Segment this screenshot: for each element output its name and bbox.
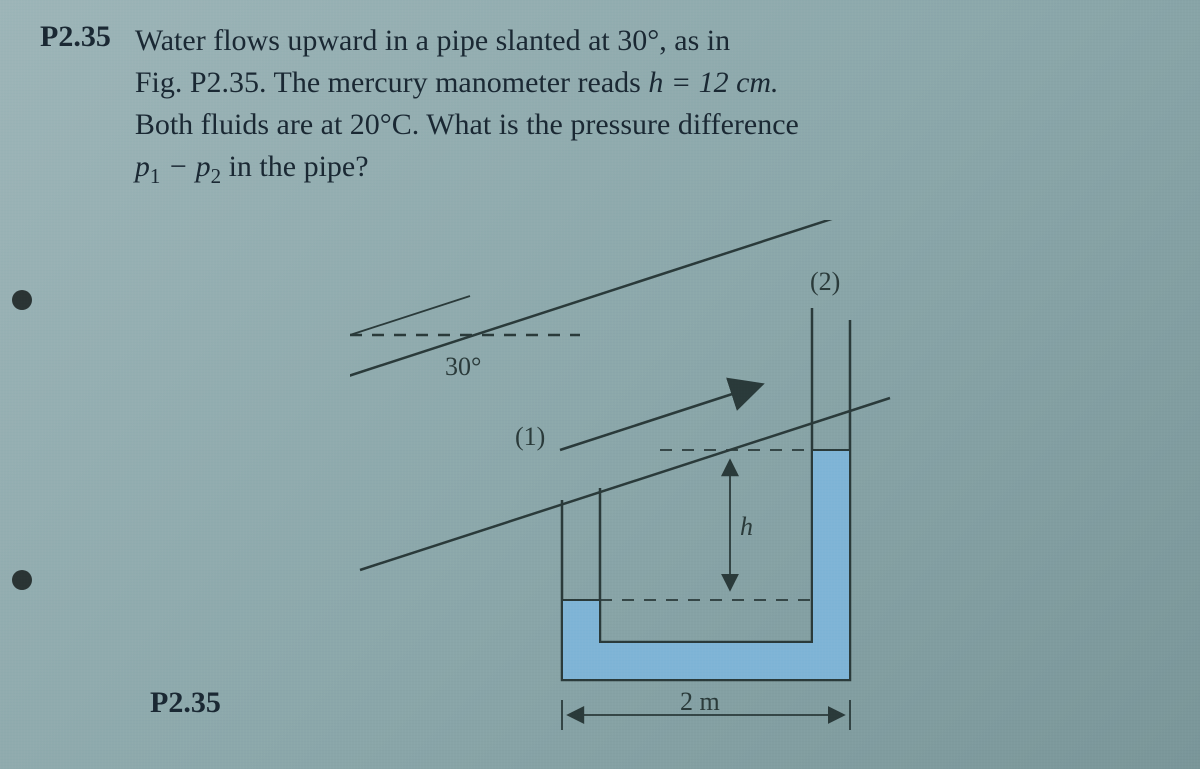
figure-caption: P2.35 <box>150 686 221 720</box>
page-container: P2.35 Water flows upward in a pipe slant… <box>0 0 1200 769</box>
point-1-label: (1) <box>515 422 545 451</box>
figure-p2-35: 30° (1) (2) h 2 m P2.35 <box>350 220 910 740</box>
figure-svg: 30° (1) (2) h 2 m <box>350 220 910 740</box>
problem-statement: P2.35 Water flows upward in a pipe slant… <box>40 20 1160 191</box>
h-label: h <box>740 512 753 541</box>
problem-h-eq: h = 12 cm. <box>648 66 778 99</box>
problem-body: Water flows upward in a pipe slanted at … <box>135 20 799 191</box>
point-2-label: (2) <box>810 267 840 296</box>
p2-sub: 2 <box>211 164 222 188</box>
margin-bullet-upper <box>12 290 32 310</box>
p-suffix: in the pipe? <box>221 150 368 183</box>
problem-line-3: Both fluids are at 20°C. What is the pre… <box>135 108 799 141</box>
p1-sub: 1 <box>150 164 161 188</box>
margin-bullet-lower <box>12 570 32 590</box>
manometer-fluid <box>562 450 850 680</box>
problem-line-1: Water flows upward in a pipe slanted at … <box>135 24 730 57</box>
width-label: 2 m <box>680 687 720 716</box>
angle-label: 30° <box>445 352 481 381</box>
p1-var: p <box>135 150 150 183</box>
pipe-angle-ray <box>350 296 470 335</box>
p-minus-p: − p <box>160 150 210 183</box>
manometer-inner <box>600 308 812 642</box>
problem-line-2: Fig. P2.35. The mercury manometer reads <box>135 66 649 99</box>
pipe-lower-edge <box>360 398 890 570</box>
problem-number: P2.35 <box>40 20 111 54</box>
manometer-outer <box>562 320 850 680</box>
pipe-upper-edge <box>350 220 890 382</box>
flow-arrow <box>560 385 760 450</box>
